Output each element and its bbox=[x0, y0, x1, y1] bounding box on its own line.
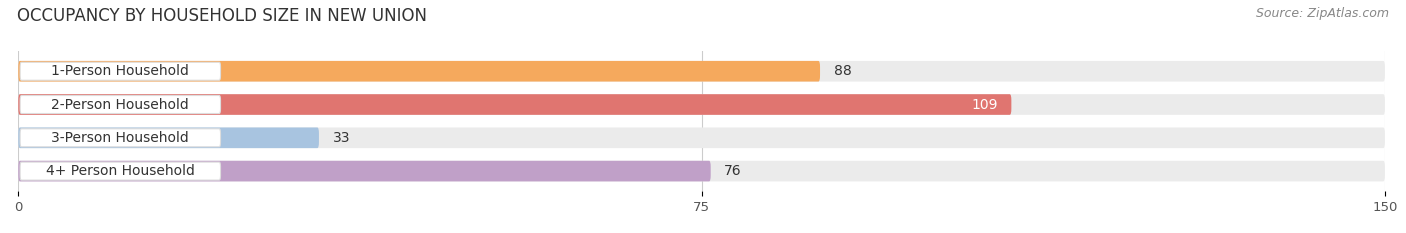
FancyBboxPatch shape bbox=[18, 161, 710, 182]
Text: 76: 76 bbox=[724, 164, 742, 178]
FancyBboxPatch shape bbox=[20, 96, 221, 113]
Text: 88: 88 bbox=[834, 64, 852, 78]
FancyBboxPatch shape bbox=[18, 61, 820, 82]
FancyBboxPatch shape bbox=[18, 94, 1011, 115]
FancyBboxPatch shape bbox=[18, 127, 319, 148]
Text: 33: 33 bbox=[333, 131, 350, 145]
Text: Source: ZipAtlas.com: Source: ZipAtlas.com bbox=[1256, 7, 1389, 20]
FancyBboxPatch shape bbox=[18, 61, 1385, 82]
FancyBboxPatch shape bbox=[20, 129, 221, 147]
FancyBboxPatch shape bbox=[18, 161, 1385, 182]
FancyBboxPatch shape bbox=[20, 62, 221, 80]
Text: 4+ Person Household: 4+ Person Household bbox=[46, 164, 195, 178]
Text: 1-Person Household: 1-Person Household bbox=[52, 64, 190, 78]
Text: 2-Person Household: 2-Person Household bbox=[52, 98, 190, 112]
FancyBboxPatch shape bbox=[18, 127, 1385, 148]
Text: 109: 109 bbox=[972, 98, 998, 112]
Text: OCCUPANCY BY HOUSEHOLD SIZE IN NEW UNION: OCCUPANCY BY HOUSEHOLD SIZE IN NEW UNION bbox=[17, 7, 427, 25]
FancyBboxPatch shape bbox=[20, 162, 221, 180]
FancyBboxPatch shape bbox=[18, 94, 1385, 115]
Text: 3-Person Household: 3-Person Household bbox=[52, 131, 190, 145]
